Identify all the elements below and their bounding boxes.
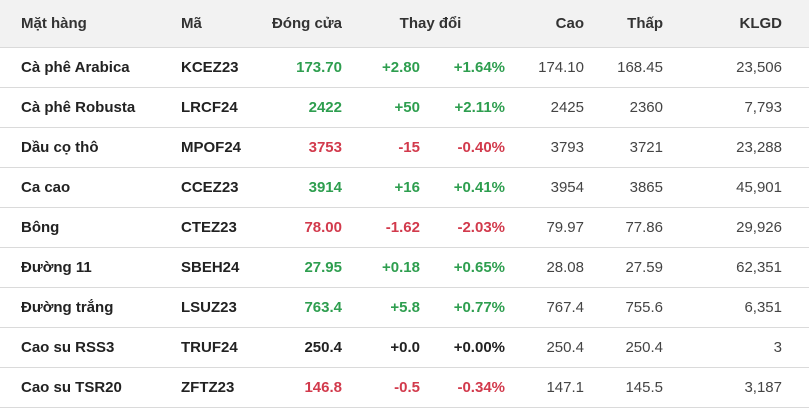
row-change: +0.18 [382, 259, 420, 276]
row-volume: 45,901 [736, 179, 782, 196]
row-low: 3721 [629, 139, 663, 156]
header-change[interactable]: Thay đổi [399, 15, 462, 32]
row-change: +5.8 [390, 299, 420, 316]
row-close: 173.70 [296, 59, 342, 76]
row-close: 3753 [308, 139, 342, 156]
row-name: Đường trắng [21, 299, 114, 316]
row-low: 168.45 [617, 59, 663, 76]
row-high: 79.97 [546, 219, 584, 236]
header-volume[interactable]: KLGD [739, 15, 783, 32]
row-high: 28.08 [546, 259, 584, 276]
row-close: 3914 [308, 179, 342, 196]
row-volume: 29,926 [736, 219, 782, 236]
row-change: -15 [398, 139, 420, 156]
row-close: 78.00 [304, 219, 342, 236]
row-change-percent: +1.64% [453, 59, 505, 76]
row-change: -1.62 [385, 219, 420, 236]
header-close[interactable]: Đóng cửa [271, 15, 342, 32]
header-code[interactable]: Mã [181, 15, 202, 32]
header-low[interactable]: Thấp [627, 15, 663, 32]
row-change-percent: -0.34% [457, 379, 505, 396]
table-row[interactable]: Ca cao CCEZ23 3914 +16 +0.41% 3954 3865 … [0, 168, 809, 208]
row-high: 174.10 [538, 59, 584, 76]
row-change-percent: +0.00% [453, 339, 505, 356]
header-high[interactable]: Cao [555, 15, 584, 32]
row-low: 755.6 [625, 299, 663, 316]
row-high: 147.1 [546, 379, 584, 396]
row-high: 2425 [550, 99, 584, 116]
row-code: ZFTZ23 [181, 379, 235, 396]
row-change-percent: +0.41% [453, 179, 505, 196]
row-change-percent: +0.77% [453, 299, 505, 316]
row-change: +50 [394, 99, 420, 116]
row-change-percent: -2.03% [457, 219, 505, 236]
row-high: 250.4 [546, 339, 584, 356]
table-row[interactable]: Bông CTEZ23 78.00 -1.62 -2.03% 79.97 77.… [0, 208, 809, 248]
row-volume: 23,506 [736, 59, 782, 76]
row-close: 146.8 [304, 379, 342, 396]
row-name: Bông [21, 219, 60, 236]
row-low: 77.86 [625, 219, 663, 236]
row-name: Cà phê Robusta [21, 99, 136, 116]
row-volume: 6,351 [744, 299, 782, 316]
row-volume: 3,187 [744, 379, 782, 396]
row-close: 27.95 [304, 259, 342, 276]
row-name: Cao su TSR20 [21, 379, 122, 396]
row-change: +0.0 [390, 339, 420, 356]
row-high: 3954 [550, 179, 584, 196]
table-header: Mặt hàng Mã Đóng cửa Thay đổi Cao Thấp K… [0, 0, 809, 48]
row-low: 250.4 [625, 339, 663, 356]
row-code: SBEH24 [181, 259, 240, 276]
row-low: 145.5 [625, 379, 663, 396]
row-name: Cà phê Arabica [21, 59, 130, 76]
row-code: KCEZ23 [181, 59, 239, 76]
row-change: +16 [394, 179, 420, 196]
row-close: 2422 [308, 99, 342, 116]
table-row[interactable]: Đường trắng LSUZ23 763.4 +5.8 +0.77% 767… [0, 288, 809, 328]
row-name: Cao su RSS3 [21, 339, 115, 356]
row-low: 27.59 [625, 259, 663, 276]
row-code: CTEZ23 [181, 219, 237, 236]
row-close: 763.4 [304, 299, 342, 316]
table-row[interactable]: Dầu cọ thô MPOF24 3753 -15 -0.40% 3793 3… [0, 128, 809, 168]
row-code: CCEZ23 [181, 179, 239, 196]
row-code: LSUZ23 [181, 299, 237, 316]
header-name[interactable]: Mặt hàng [21, 15, 87, 32]
table-row[interactable]: Cà phê Arabica KCEZ23 173.70 +2.80 +1.64… [0, 48, 809, 88]
row-code: LRCF24 [181, 99, 238, 116]
row-change: -0.5 [394, 379, 420, 396]
row-change: +2.80 [382, 59, 420, 76]
row-change-percent: +0.65% [453, 259, 505, 276]
table-row[interactable]: Cao su RSS3 TRUF24 250.4 +0.0 +0.00% 250… [0, 328, 809, 368]
row-name: Đường 11 [21, 259, 92, 276]
row-name: Ca cao [21, 179, 71, 196]
table-row[interactable]: Cao su TSR20 ZFTZ23 146.8 -0.5 -0.34% 14… [0, 368, 809, 408]
row-code: TRUF24 [181, 339, 238, 356]
row-low: 2360 [629, 99, 663, 116]
row-close: 250.4 [304, 339, 342, 356]
row-volume: 3 [773, 339, 782, 356]
table-row[interactable]: Cà phê Robusta LRCF24 2422 +50 +2.11% 24… [0, 88, 809, 128]
row-low: 3865 [629, 179, 663, 196]
row-change-percent: +2.11% [454, 99, 505, 116]
row-change-percent: -0.40% [457, 139, 505, 156]
row-volume: 23,288 [736, 139, 782, 156]
row-code: MPOF24 [181, 139, 242, 156]
table-row[interactable]: Đường 11 SBEH24 27.95 +0.18 +0.65% 28.08… [0, 248, 809, 288]
row-name: Dầu cọ thô [21, 139, 99, 156]
row-high: 767.4 [546, 299, 584, 316]
row-volume: 7,793 [744, 99, 782, 116]
row-volume: 62,351 [736, 259, 782, 276]
row-high: 3793 [550, 139, 584, 156]
